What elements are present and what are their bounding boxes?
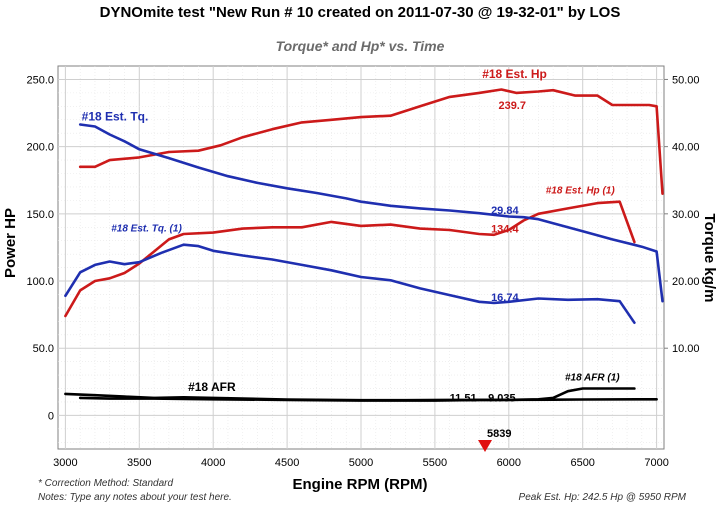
correction-method-note: * Correction Method: Standard bbox=[38, 478, 174, 489]
y-left-tick-label: 200.0 bbox=[26, 142, 54, 154]
peak-hp-note: Peak Est. Hp: 242.5 Hp @ 5950 RPM bbox=[519, 492, 687, 503]
series-label-18-afr: #18 AFR bbox=[188, 380, 236, 394]
y-left-tick-label: 100.0 bbox=[26, 276, 54, 288]
y-left-ticks: 0 50.0 100.0 150.0 200.0 250.0 bbox=[26, 74, 54, 422]
rpm-marker: 5839 bbox=[478, 428, 511, 452]
series-line-18-est-tq-1 bbox=[64, 243, 636, 324]
y-left-axis-label: Power HP bbox=[2, 208, 19, 278]
series-value-18-est-tq-1: 16.74 bbox=[491, 292, 519, 304]
series-value-18-est-hp: 239.7 bbox=[498, 100, 526, 112]
y-left-tick-label: 0 bbox=[48, 410, 54, 422]
x-axis-ticks: 3000 3500 4000 4500 5000 5500 6000 6500 7000 bbox=[53, 457, 669, 469]
series-label-18-est-hp: #18 Est. Hp bbox=[482, 67, 547, 81]
y-right-tick-label: 30.00 bbox=[672, 209, 700, 221]
y-right-ticks: 10.00 20.00 30.00 40.00 50.00 bbox=[664, 74, 700, 355]
series-label-18-est-tq-1: #18 Est. Tq. (1) bbox=[111, 223, 182, 234]
x-tick-label: 4000 bbox=[201, 457, 225, 469]
x-tick-label: 4500 bbox=[275, 457, 299, 469]
series-line-18-est-hp bbox=[78, 88, 664, 195]
series-value-18-est-hp-1: 134.4 bbox=[491, 224, 519, 236]
chart-title: DYNOmite test "New Run # 10 created on 2… bbox=[100, 4, 621, 21]
x-tick-label: 6500 bbox=[570, 457, 594, 469]
series-line-18-est-tq bbox=[78, 123, 664, 303]
y-right-tick-label: 40.00 bbox=[672, 142, 700, 154]
x-tick-label: 6000 bbox=[497, 457, 521, 469]
series-value-18-afr-1: 9.035 bbox=[488, 392, 516, 404]
rpm-marker-triangle bbox=[478, 440, 493, 452]
x-tick-label: 3500 bbox=[127, 457, 151, 469]
series-lines bbox=[64, 88, 664, 402]
series-value-18-est-tq: 29.84 bbox=[491, 205, 519, 217]
y-left-tick-label: 150.0 bbox=[26, 209, 54, 221]
y-right-tick-label: 50.00 bbox=[672, 74, 700, 86]
x-tick-label: 7000 bbox=[644, 457, 668, 469]
x-tick-label: 3000 bbox=[53, 457, 77, 469]
series-line-18-afr-1 bbox=[78, 387, 636, 402]
series-line-18-est-hp-1 bbox=[64, 200, 636, 318]
rpm-marker-label: 5839 bbox=[487, 428, 511, 440]
y-left-tick-label: 50.0 bbox=[33, 343, 54, 355]
series-label-18-afr-1: #18 AFR (1) bbox=[565, 372, 620, 383]
y-left-tick-label: 250.0 bbox=[26, 74, 54, 86]
y-right-axis-label: Torque kg/m bbox=[701, 214, 718, 303]
x-axis-label: Engine RPM (RPM) bbox=[293, 476, 428, 493]
chart-subtitle: Torque* and Hp* vs. Time bbox=[276, 38, 445, 54]
grid bbox=[58, 66, 664, 449]
x-tick-label: 5500 bbox=[423, 457, 447, 469]
series-label-18-est-hp-1: #18 Est. Hp (1) bbox=[546, 186, 616, 197]
y-right-tick-label: 10.00 bbox=[672, 343, 700, 355]
series-labels: #18 Est. Hp 239.7 #18 Est. Hp (1) 134.4 #18 … bbox=[82, 67, 621, 404]
notes-text: Notes: Type any notes about your test he… bbox=[38, 492, 232, 503]
y-right-tick-label: 20.00 bbox=[672, 276, 700, 288]
series-value-18-afr: 11.51 bbox=[450, 392, 477, 404]
x-tick-label: 5000 bbox=[349, 457, 373, 469]
series-label-18-est-tq: #18 Est. Tq. bbox=[82, 109, 149, 123]
